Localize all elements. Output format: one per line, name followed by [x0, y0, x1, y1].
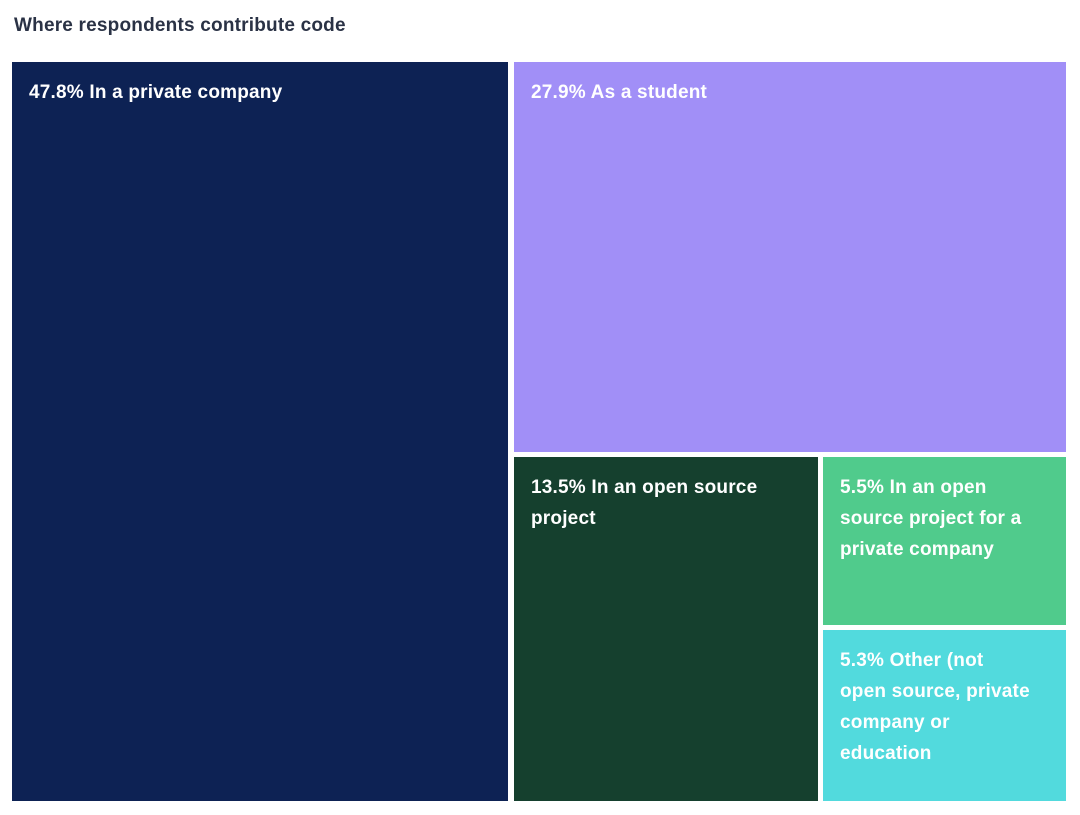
treemap-tile-label: 27.9% As a student: [531, 82, 708, 103]
treemap-tile-student: 27.9% As a student: [514, 62, 1066, 452]
treemap-tile-other: 5.3% Other (not open source, private com…: [823, 630, 1066, 801]
treemap-tile-open-source-private-company: 5.5% In an open source project for a pri…: [823, 457, 1066, 625]
chart-title: Where respondents contribute code: [14, 15, 346, 36]
treemap-tile-open-source-project: 13.5% In an open source project: [514, 457, 818, 801]
treemap-tile-label: 47.8% In a private company: [29, 82, 283, 103]
treemap-tile-label: 5.5% In an open source project for a pri…: [840, 477, 1022, 560]
treemap-tile-private-company: 47.8% In a private company: [12, 62, 508, 801]
treemap-tile-label: 5.3% Other (not open source, private com…: [840, 650, 1030, 764]
treemap-tile-label: 13.5% In an open source project: [531, 477, 758, 529]
